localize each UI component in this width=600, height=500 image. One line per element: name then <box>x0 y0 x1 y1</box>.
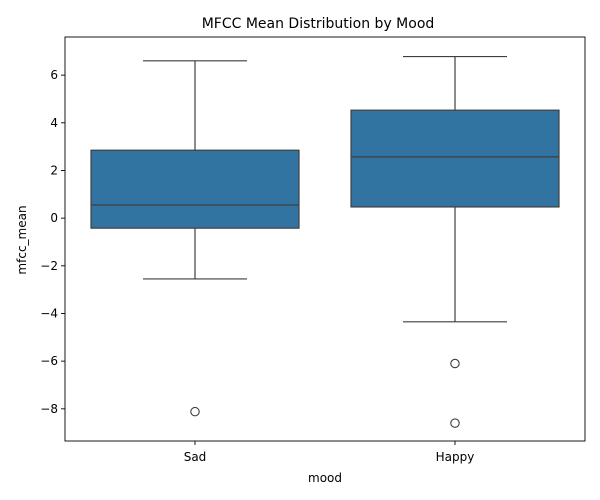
box-group-happy <box>350 55 560 428</box>
plot-area <box>64 36 586 442</box>
y-tick-label: 0 <box>50 211 58 225</box>
y-tick-label: 6 <box>50 68 58 82</box>
y-tick-label: −2 <box>40 259 58 273</box>
box-iqr <box>90 149 300 229</box>
y-tick-label: −8 <box>40 402 58 416</box>
plot-frame <box>64 36 586 442</box>
y-axis-label: mfcc_mean <box>15 205 29 274</box>
box-group-sad <box>90 60 300 417</box>
outlier-point <box>190 406 200 417</box>
x-tick-label: Happy <box>436 450 475 464</box>
x-axis: Sad Happy <box>184 441 475 464</box>
x-axis-label: mood <box>308 471 342 485</box>
y-tick-label: −6 <box>40 354 58 368</box>
y-axis: −8 −6 −4 −2 0 2 4 6 <box>40 68 65 416</box>
chart-title: MFCC Mean Distribution by Mood <box>202 16 435 32</box>
outlier-point <box>450 358 460 369</box>
box-iqr <box>350 109 560 208</box>
outlier-point <box>450 418 460 428</box>
y-tick-label: 2 <box>50 163 58 177</box>
x-tick-label: Sad <box>184 450 207 464</box>
y-tick-label: 4 <box>50 116 58 130</box>
y-tick-label: −4 <box>40 306 58 320</box>
